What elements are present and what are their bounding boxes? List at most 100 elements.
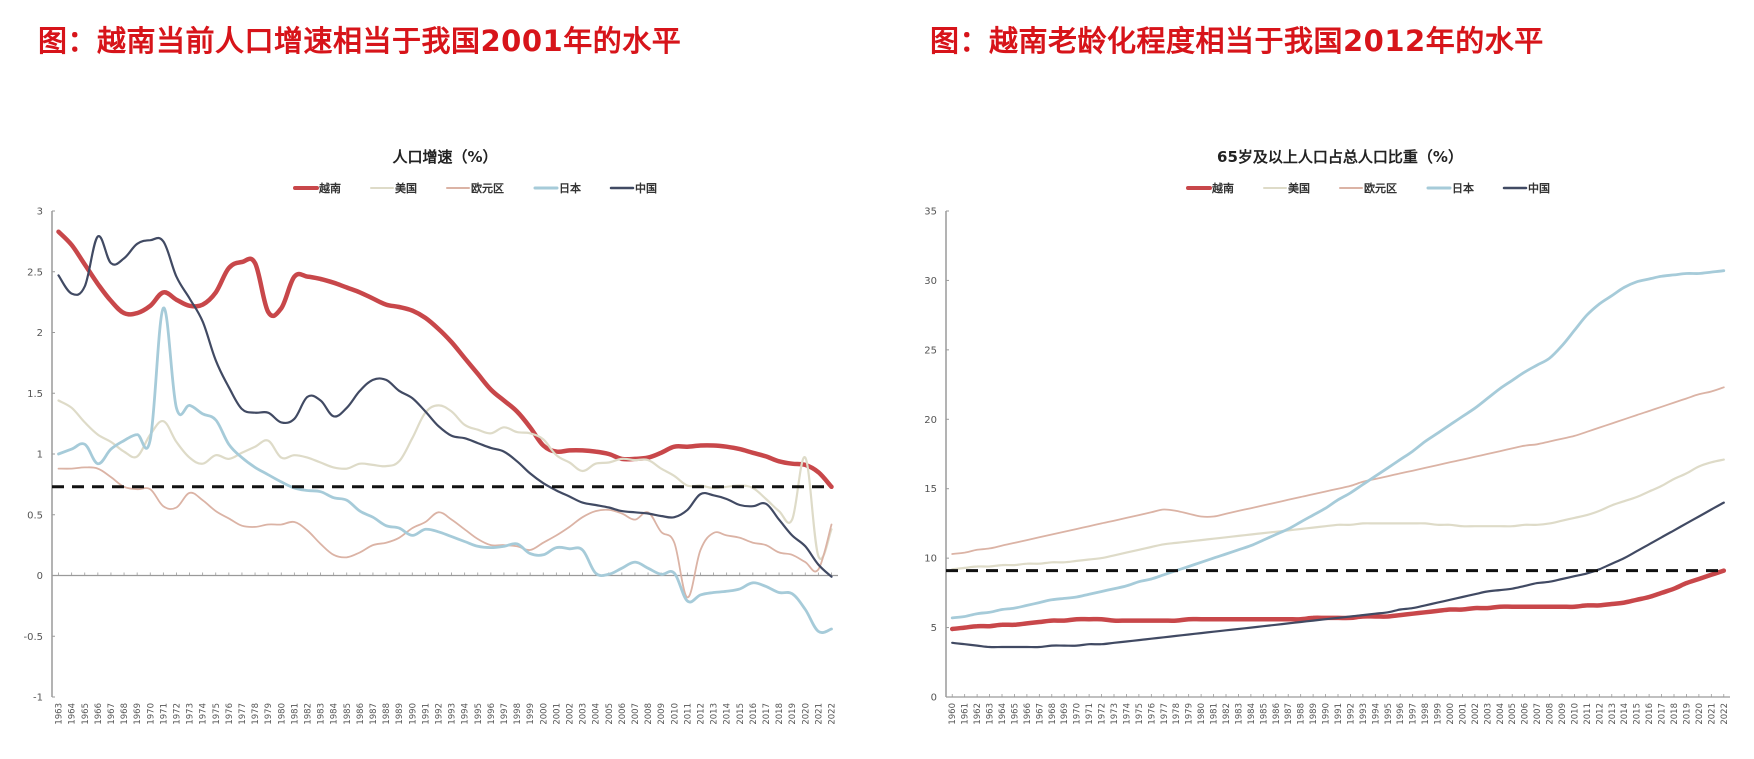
x-tick-label: 2013	[710, 703, 720, 725]
series-line-越南	[949, 568, 1727, 632]
x-tick-label: 1998	[513, 703, 523, 725]
x-tick-label: 1989	[395, 703, 405, 725]
x-tick-label: 2006	[618, 703, 628, 725]
legend-item: 欧元区	[446, 181, 504, 195]
x-tick-label: 1983	[317, 703, 327, 725]
legend-item: 中国	[609, 181, 657, 195]
legend-item: 越南	[293, 181, 341, 195]
y-tick-label: 1	[37, 450, 43, 461]
x-tick-label: 2004	[1496, 703, 1506, 725]
series-line-欧元区	[951, 386, 1725, 555]
legend-item: 美国	[1263, 181, 1310, 195]
x-tick-label: 1994	[1371, 703, 1381, 725]
x-tick-label: 2020	[1695, 703, 1705, 725]
x-tick-label: 2007	[1533, 703, 1543, 725]
x-tick-label: 2018	[775, 703, 785, 725]
y-tick-label: 20	[924, 415, 937, 426]
x-tick-label: 1996	[487, 703, 497, 725]
legend-label: 美国	[395, 181, 417, 195]
series-line-欧元区	[57, 466, 833, 599]
y-tick-label: 3	[37, 207, 43, 218]
x-tick-label: 2014	[1620, 703, 1630, 725]
series-line-美国	[951, 458, 1725, 571]
x-tick-label: 1970	[146, 703, 156, 725]
x-tick-label: 1963	[986, 703, 996, 725]
x-tick-label: 2007	[631, 703, 641, 725]
x-tick-label: 2013	[1608, 703, 1618, 725]
x-tick-label: 2022	[1720, 703, 1730, 725]
x-tick-label: 2003	[579, 703, 589, 725]
x-tick-label: 1991	[421, 703, 431, 725]
x-tick-label: 1971	[159, 703, 169, 725]
x-tick-label: 1967	[1035, 703, 1045, 725]
legend-item: 美国	[370, 181, 417, 195]
x-tick-label: 1974	[1122, 703, 1132, 725]
x-tick-label: 2002	[565, 703, 575, 725]
x-tick-label: 2008	[1546, 703, 1556, 725]
x-tick-label: 1974	[199, 703, 209, 725]
series-line-美国	[57, 399, 833, 560]
legend-label: 日本	[559, 181, 581, 195]
y-tick-label: 2	[37, 328, 43, 339]
heading-right: 图：越南老龄化程度相当于我国2012年的水平	[930, 24, 1544, 58]
x-tick-label: 1981	[1210, 703, 1220, 725]
legend-item: 日本	[1426, 181, 1474, 195]
x-tick-label: 1969	[133, 703, 143, 725]
x-tick-label: 1968	[1048, 703, 1058, 725]
legend-item: 越南	[1186, 181, 1234, 195]
x-tick-label: 2000	[1446, 703, 1456, 725]
y-tick-label: 15	[924, 484, 937, 495]
legend-label: 日本	[1452, 181, 1474, 195]
x-tick-label: 1995	[474, 703, 484, 725]
y-tick-label: 25	[924, 345, 937, 356]
legend-label: 越南	[318, 181, 341, 195]
x-tick-label: 1968	[120, 703, 130, 725]
x-tick-label: 1976	[225, 703, 235, 725]
y-tick-label: 10	[924, 554, 937, 565]
x-tick-label: 2010	[670, 703, 680, 725]
series-line-中国	[57, 235, 833, 578]
legend-label: 美国	[1288, 181, 1310, 195]
x-tick-label: 2011	[1583, 703, 1593, 725]
x-tick-label: 2016	[1645, 703, 1655, 725]
x-tick-label: 1985	[343, 703, 353, 725]
legend-item: 欧元区	[1339, 181, 1397, 195]
series-line-日本	[57, 306, 833, 634]
y-tick-label: 0.5	[27, 510, 43, 521]
x-tick-label: 2004	[592, 703, 602, 725]
x-tick-label: 1977	[238, 703, 248, 725]
x-tick-label: 2011	[683, 703, 693, 725]
x-tick-label: 2003	[1483, 703, 1493, 725]
x-tick-label: 1964	[68, 703, 78, 725]
x-tick-label: 1976	[1147, 703, 1157, 725]
x-tick-label: 2012	[696, 703, 706, 725]
x-tick-label: 1972	[172, 703, 182, 725]
legend-label: 欧元区	[471, 181, 504, 195]
chart-title: 65岁及以上人口占总人口比重（%）	[1217, 148, 1463, 166]
x-tick-label: 2006	[1521, 703, 1531, 725]
x-tick-label: 1987	[1284, 703, 1294, 725]
x-tick-label: 1993	[1359, 703, 1369, 725]
legend-label: 越南	[1211, 181, 1234, 195]
x-tick-label: 2010	[1570, 703, 1580, 725]
legend-label: 中国	[1528, 181, 1550, 195]
x-tick-label: 2014	[723, 703, 733, 725]
x-tick-label: 1986	[1272, 703, 1282, 725]
x-tick-label: 1988	[1297, 703, 1307, 725]
x-tick-label: 1999	[1434, 703, 1444, 725]
x-tick-label: 1999	[526, 703, 536, 725]
x-tick-label: 1960	[948, 703, 958, 725]
heading-left: 图：越南当前人口增速相当于我国2001年的水平	[38, 24, 682, 58]
x-tick-label: 2021	[1707, 703, 1717, 725]
legend-item: 中国	[1502, 181, 1550, 195]
x-tick-label: 1964	[998, 703, 1008, 725]
x-tick-label: 2015	[1633, 703, 1643, 725]
x-tick-label: 1998	[1421, 703, 1431, 725]
x-tick-label: 1975	[212, 703, 222, 725]
x-tick-label: 2021	[814, 703, 824, 725]
x-tick-label: 1967	[107, 703, 117, 725]
x-tick-label: 2016	[749, 703, 759, 725]
y-tick-label: 5	[931, 623, 937, 634]
series-line-日本	[950, 269, 1726, 620]
x-tick-label: 1980	[1197, 703, 1207, 725]
